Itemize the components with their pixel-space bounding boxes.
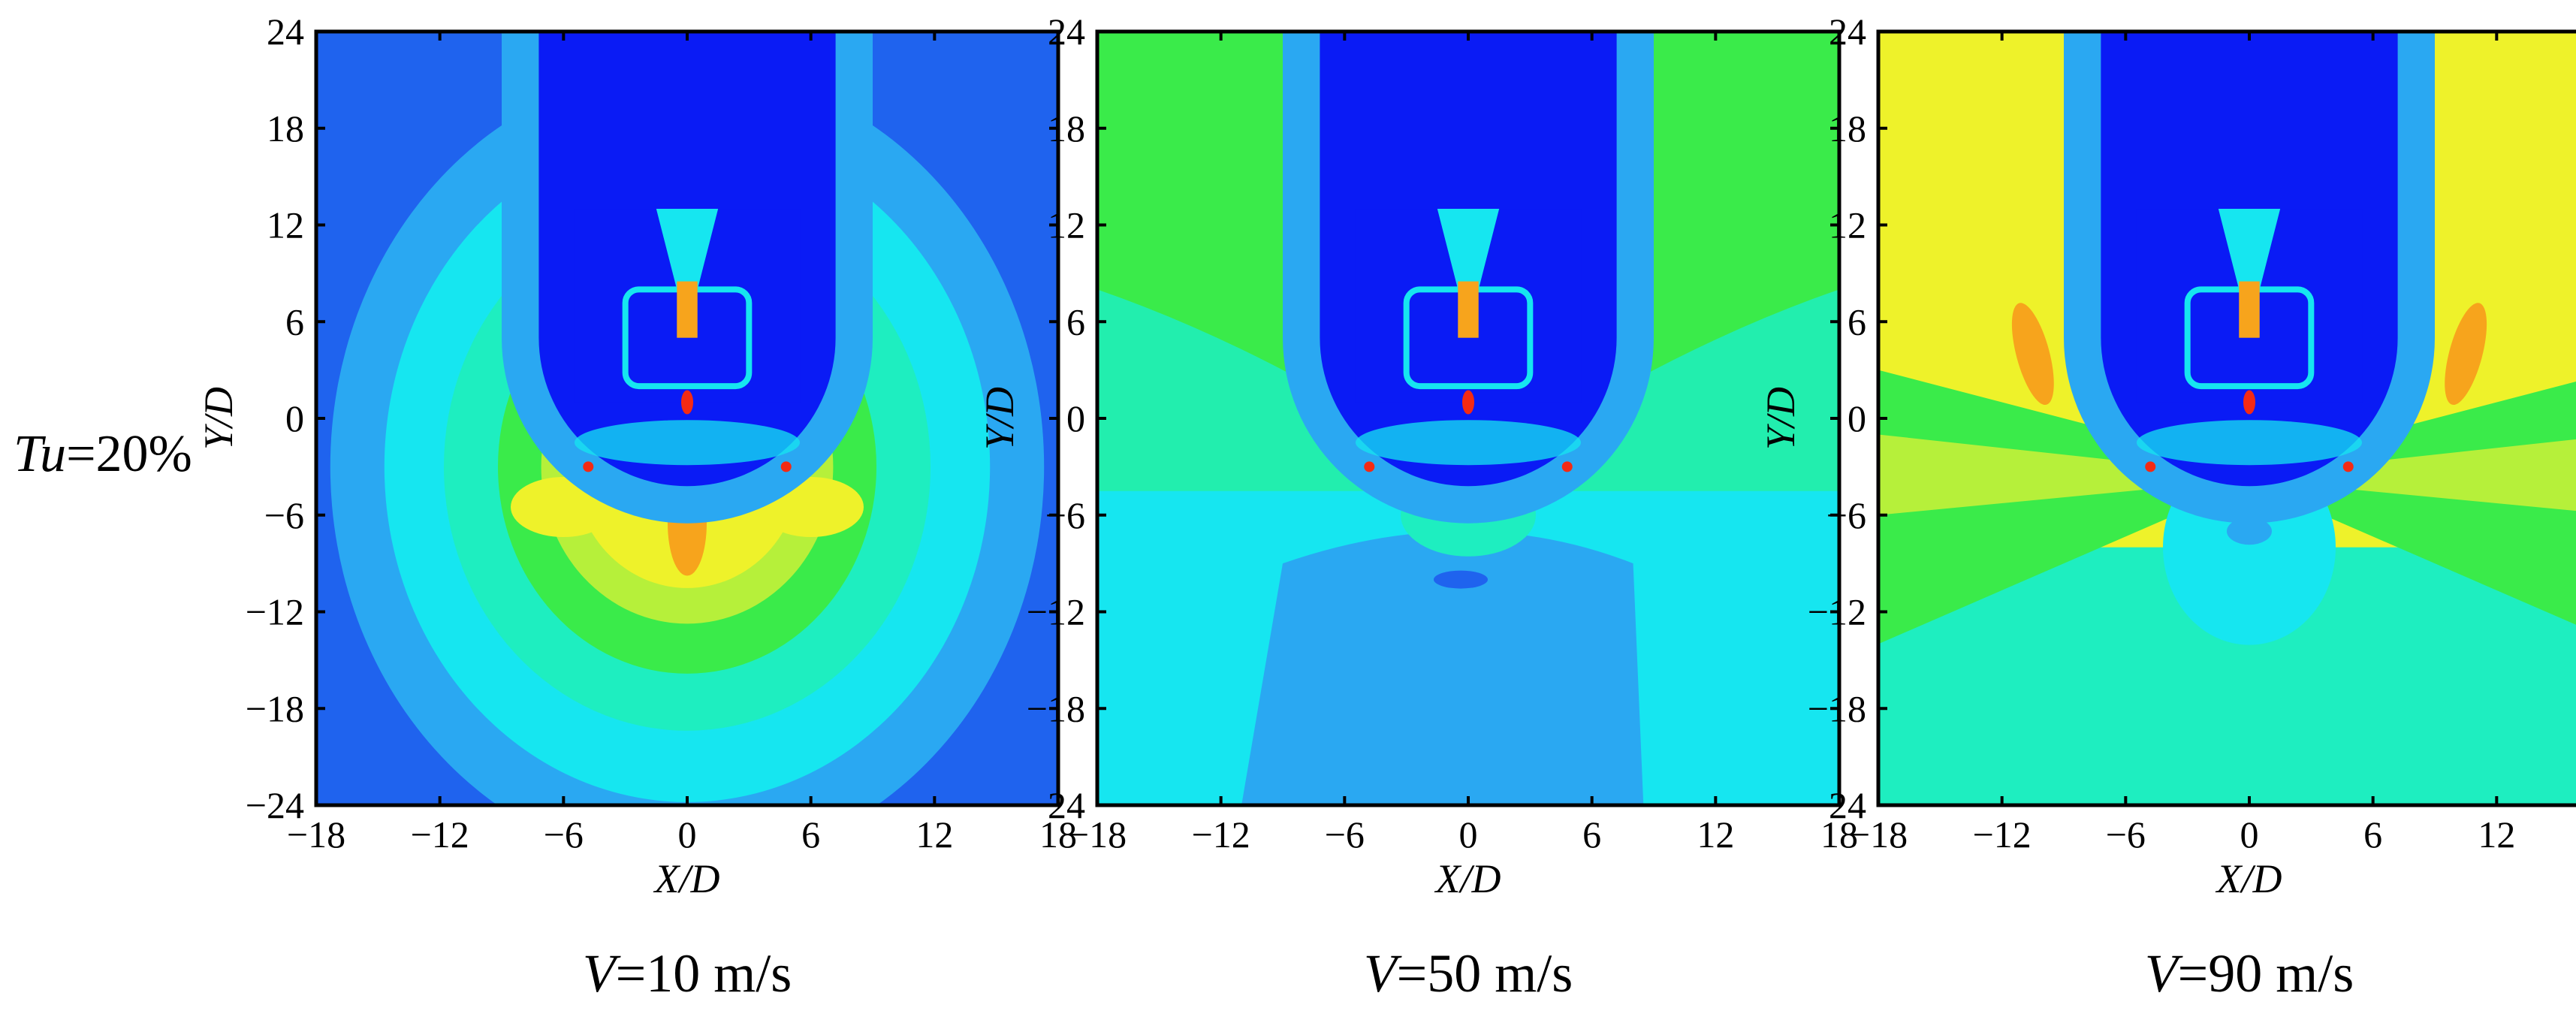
contour-field	[1878, 32, 2576, 805]
sensor-nozzle	[656, 209, 719, 306]
x-tick-label: −18	[1849, 813, 1908, 856]
y-tick-label: 18	[267, 107, 304, 149]
y-tick-label: −18	[1027, 687, 1085, 729]
y-tick-label: 6	[1848, 300, 1866, 343]
x-tick-label: −12	[1973, 813, 2032, 856]
caption-variable: V	[1363, 943, 1397, 1003]
y-axis-label: Y/D	[196, 387, 241, 450]
sensor-jet	[1458, 281, 1479, 338]
sensor-tip	[2243, 390, 2255, 415]
flow-under-probe	[1356, 420, 1581, 466]
x-axis-label: X/D	[653, 856, 720, 901]
x-tick-label: −6	[544, 813, 584, 856]
x-tick-label: −6	[2106, 813, 2146, 856]
edge-hot-spot	[2342, 461, 2354, 472]
x-tick-label: 6	[2363, 813, 2382, 856]
x-tick-label: −12	[411, 813, 469, 856]
x-axis-label: X/D	[1434, 856, 1501, 901]
sensor-jet	[2239, 281, 2260, 338]
y-tick-label: −6	[1826, 494, 1866, 536]
row-label-value: =20%	[66, 425, 192, 483]
y-tick-label: −24	[1027, 784, 1085, 826]
y-tick-label: −6	[264, 494, 304, 536]
contour-field	[316, 32, 1058, 805]
caption-value: =50 m/s	[1396, 943, 1573, 1003]
flow-under-probe	[2137, 420, 2362, 466]
y-tick-label: −12	[246, 591, 304, 633]
x-tick-label: −18	[287, 813, 345, 856]
wake-spot	[1434, 570, 1488, 589]
sensor-nozzle	[1437, 209, 1500, 306]
y-tick-label: 6	[1066, 300, 1085, 343]
wake-spot	[2227, 518, 2272, 545]
x-tick-label: 18	[1039, 813, 1077, 856]
y-tick-label: 12	[267, 204, 304, 246]
wake-plume	[1241, 531, 1644, 805]
x-tick-label: −18	[1068, 813, 1127, 856]
contour-field	[1097, 32, 1839, 805]
row-label-variable: Tu	[14, 425, 67, 483]
x-tick-label: −6	[1325, 813, 1365, 856]
caption-value: =10 m/s	[615, 943, 792, 1003]
x-axis-label: X/D	[2216, 856, 2282, 901]
y-tick-label: 0	[285, 397, 304, 439]
x-tick-label: 18	[1820, 813, 1858, 856]
hot-spot	[2011, 303, 2054, 406]
y-tick-label: −24	[246, 784, 304, 826]
sensor-tip	[1462, 390, 1474, 415]
x-tick-label: 12	[915, 813, 953, 856]
y-tick-label: 18	[1048, 107, 1085, 149]
y-tick-label: 0	[1848, 397, 1866, 439]
y-tick-label: 6	[285, 300, 304, 343]
row-label: Tu=20%	[14, 424, 192, 484]
y-tick-label: 24	[267, 11, 304, 53]
y-tick-label: 12	[1048, 204, 1085, 246]
y-tick-label: 0	[1066, 397, 1085, 439]
edge-hot-spot	[780, 461, 792, 472]
flow-under-probe	[575, 420, 800, 466]
y-tick-label: −18	[1808, 687, 1866, 729]
caption-panel-3: V=90 m/s	[2145, 943, 2354, 1005]
caption-panel-1: V=10 m/s	[583, 943, 792, 1005]
x-tick-label: 0	[2240, 813, 2259, 856]
edge-hot-spot	[2145, 461, 2156, 472]
sensor-tip	[681, 390, 693, 415]
y-tick-label: −24	[1808, 784, 1866, 826]
y-tick-label: 24	[1829, 11, 1866, 53]
x-tick-label: 6	[801, 813, 820, 856]
y-axis-label: Y/D	[977, 387, 1022, 450]
caption-panel-2: V=50 m/s	[1364, 943, 1573, 1005]
edge-hot-spot	[1364, 461, 1375, 472]
x-tick-label: 12	[2478, 813, 2515, 856]
x-tick-label: 0	[1459, 813, 1478, 856]
caption-variable: V	[582, 943, 616, 1003]
caption-variable: V	[2144, 943, 2178, 1003]
x-tick-label: 0	[678, 813, 697, 856]
y-tick-label: −6	[1045, 494, 1085, 536]
sensor-nozzle	[2218, 209, 2281, 306]
y-axis-label: Y/D	[1758, 387, 1803, 450]
caption-value: =90 m/s	[2177, 943, 2354, 1003]
y-tick-label: 12	[1829, 204, 1866, 246]
y-tick-label: 18	[1829, 107, 1866, 149]
sensor-jet	[677, 281, 698, 338]
y-tick-label: −12	[1808, 591, 1866, 633]
x-tick-label: −12	[1192, 813, 1250, 856]
x-tick-label: 12	[1697, 813, 1734, 856]
edge-hot-spot	[1561, 461, 1573, 472]
edge-hot-spot	[583, 461, 594, 472]
hot-spot	[2445, 303, 2487, 406]
y-tick-label: 24	[1048, 11, 1085, 53]
y-tick-label: −12	[1027, 591, 1085, 633]
y-tick-label: −18	[246, 687, 304, 729]
x-tick-label: 6	[1582, 813, 1601, 856]
side-band	[1097, 289, 1839, 491]
